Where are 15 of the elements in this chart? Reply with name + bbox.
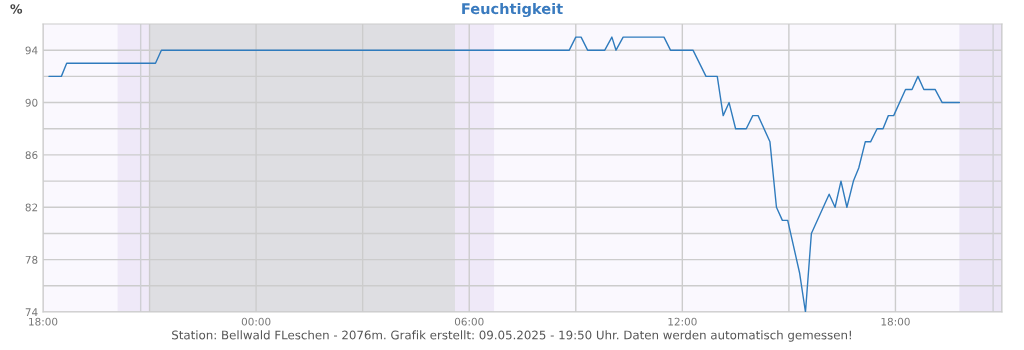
- x-tick-label: 12:00: [668, 317, 697, 326]
- line-series: [48, 36, 961, 312]
- x-tick-label: 06:00: [454, 317, 484, 326]
- y-tick-label: 74: [25, 308, 38, 316]
- x-tick-label: 18:00: [881, 317, 910, 326]
- text: Station: Bellwald FLeschen - 2076m. Grafik erstellt: 09.05.2025 - 19:50 Uhr. Daten werden automatisch gemessen!: [172, 330, 851, 342]
- y-tick-label: 90: [25, 98, 38, 107]
- y-axis-title: %: [10, 4, 23, 14]
- chart-title: Feuchtigkeit: [462, 2, 563, 18]
- x-tick-label: 18:00: [29, 317, 58, 326]
- y-tick-label: 94: [25, 46, 38, 55]
- y-tick-label: 86: [25, 151, 38, 160]
- y-tick-label: 78: [25, 255, 38, 264]
- x-tick-label: 00:00: [241, 317, 271, 326]
- y-tick-label: 82: [25, 203, 38, 212]
